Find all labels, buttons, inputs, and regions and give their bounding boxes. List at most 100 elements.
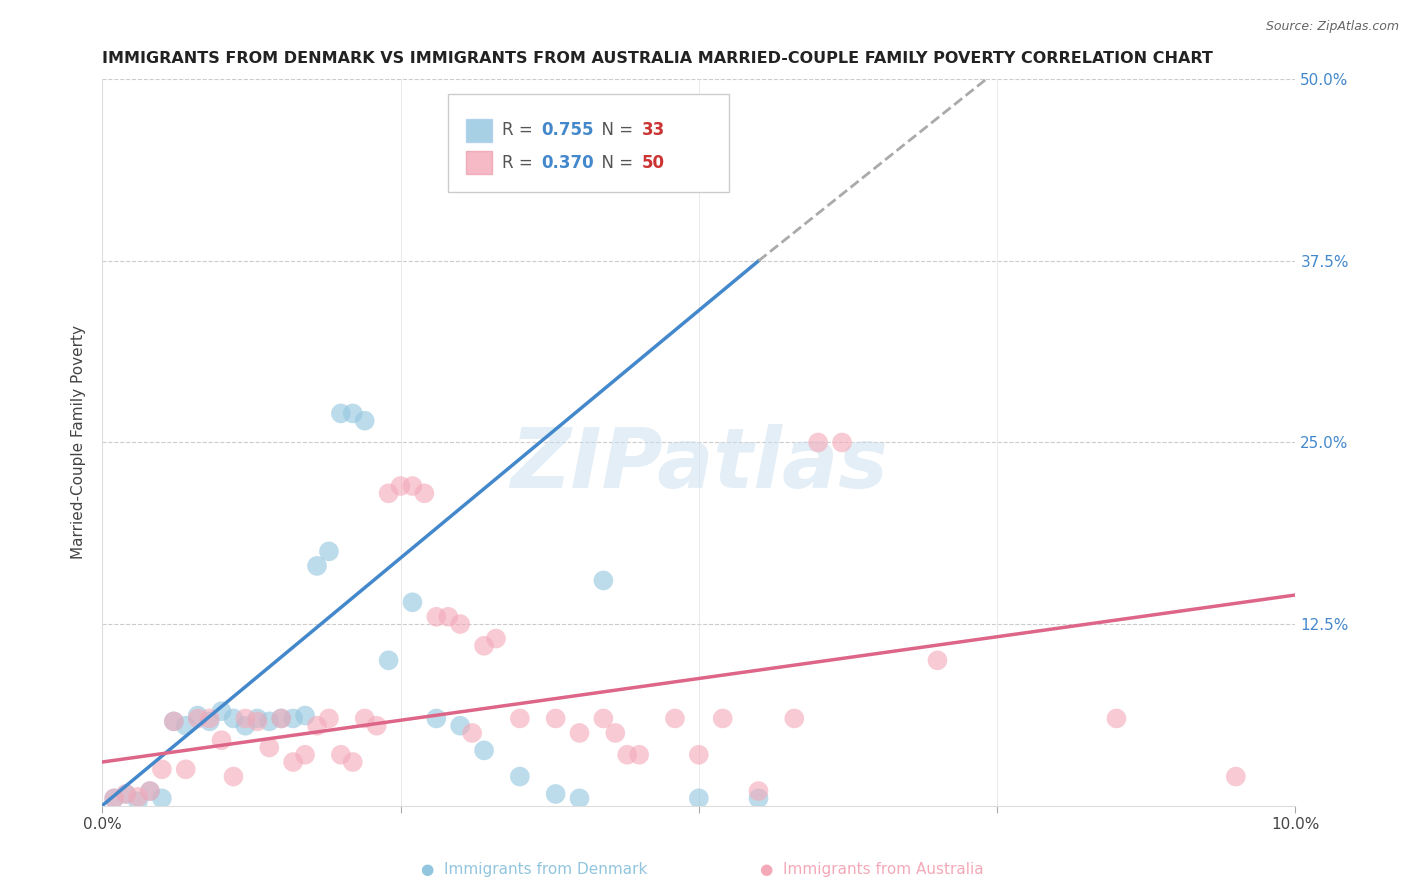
Point: [198, 711, 221, 725]
Point: [927, 653, 949, 667]
Point: [628, 747, 651, 762]
FancyBboxPatch shape: [449, 94, 728, 192]
Point: [139, 784, 162, 798]
Point: [115, 787, 138, 801]
Point: [318, 711, 340, 725]
Point: [509, 770, 531, 784]
Text: 33: 33: [641, 121, 665, 139]
Point: [1105, 711, 1128, 725]
Text: Source: ZipAtlas.com: Source: ZipAtlas.com: [1265, 20, 1399, 33]
Point: [592, 711, 614, 725]
Text: N =: N =: [592, 153, 638, 172]
Point: [461, 726, 484, 740]
Point: [281, 711, 304, 725]
Point: [425, 609, 447, 624]
Point: [281, 755, 304, 769]
Point: [747, 784, 769, 798]
Point: [353, 711, 375, 725]
Point: [688, 747, 710, 762]
Point: [688, 791, 710, 805]
Point: [235, 711, 257, 725]
Text: 50: 50: [641, 153, 665, 172]
Point: [329, 406, 352, 420]
FancyBboxPatch shape: [467, 119, 492, 142]
Point: [401, 595, 423, 609]
Point: [211, 704, 233, 718]
Point: [103, 791, 125, 805]
Point: [472, 639, 495, 653]
Point: [198, 714, 221, 729]
Point: [413, 486, 436, 500]
Point: [305, 558, 328, 573]
Text: IMMIGRANTS FROM DENMARK VS IMMIGRANTS FROM AUSTRALIA MARRIED-COUPLE FAMILY POVER: IMMIGRANTS FROM DENMARK VS IMMIGRANTS FR…: [103, 51, 1213, 66]
Point: [305, 719, 328, 733]
Point: [437, 609, 460, 624]
Point: [353, 414, 375, 428]
Point: [163, 714, 186, 729]
Text: R =: R =: [502, 121, 538, 139]
Text: N =: N =: [592, 121, 638, 139]
Point: [174, 719, 197, 733]
Point: [389, 479, 412, 493]
Text: 0.755: 0.755: [541, 121, 593, 139]
Point: [187, 708, 209, 723]
Point: [294, 747, 316, 762]
Point: [342, 406, 364, 420]
Point: [425, 711, 447, 725]
Point: [592, 574, 614, 588]
Point: [259, 740, 281, 755]
Point: [377, 653, 399, 667]
Point: [174, 762, 197, 776]
Point: [235, 719, 257, 733]
Point: [377, 486, 399, 500]
Point: [115, 787, 138, 801]
Point: [616, 747, 638, 762]
Point: [246, 714, 269, 729]
Y-axis label: Married-Couple Family Poverty: Married-Couple Family Poverty: [72, 326, 86, 559]
Point: [150, 791, 173, 805]
Point: [222, 770, 245, 784]
Point: [783, 711, 806, 725]
Point: [150, 762, 173, 776]
Point: [127, 794, 149, 808]
Text: 0.370: 0.370: [541, 153, 593, 172]
Point: [103, 791, 125, 805]
Point: [711, 711, 734, 725]
Point: [664, 711, 686, 725]
Point: [187, 711, 209, 725]
Point: [259, 714, 281, 729]
Point: [366, 719, 388, 733]
FancyBboxPatch shape: [467, 152, 492, 175]
Point: [449, 617, 471, 632]
Point: [485, 632, 508, 646]
Text: ●  Immigrants from Australia: ● Immigrants from Australia: [759, 863, 984, 877]
Point: [605, 726, 627, 740]
Point: [1225, 770, 1247, 784]
Point: [246, 711, 269, 725]
Point: [472, 743, 495, 757]
Point: [568, 726, 591, 740]
Text: R =: R =: [502, 153, 538, 172]
Point: [294, 708, 316, 723]
Point: [127, 789, 149, 804]
Point: [544, 711, 567, 725]
Point: [342, 755, 364, 769]
Point: [139, 784, 162, 798]
Point: [163, 714, 186, 729]
Point: [747, 791, 769, 805]
Point: [544, 787, 567, 801]
Point: [270, 711, 292, 725]
Text: ZIPatlas: ZIPatlas: [510, 424, 887, 505]
Point: [318, 544, 340, 558]
Point: [211, 733, 233, 747]
Text: ●  Immigrants from Denmark: ● Immigrants from Denmark: [420, 863, 648, 877]
Point: [568, 791, 591, 805]
Point: [449, 719, 471, 733]
Point: [401, 479, 423, 493]
Point: [807, 435, 830, 450]
Point: [509, 711, 531, 725]
Point: [831, 435, 853, 450]
Point: [270, 711, 292, 725]
Point: [222, 711, 245, 725]
Point: [329, 747, 352, 762]
